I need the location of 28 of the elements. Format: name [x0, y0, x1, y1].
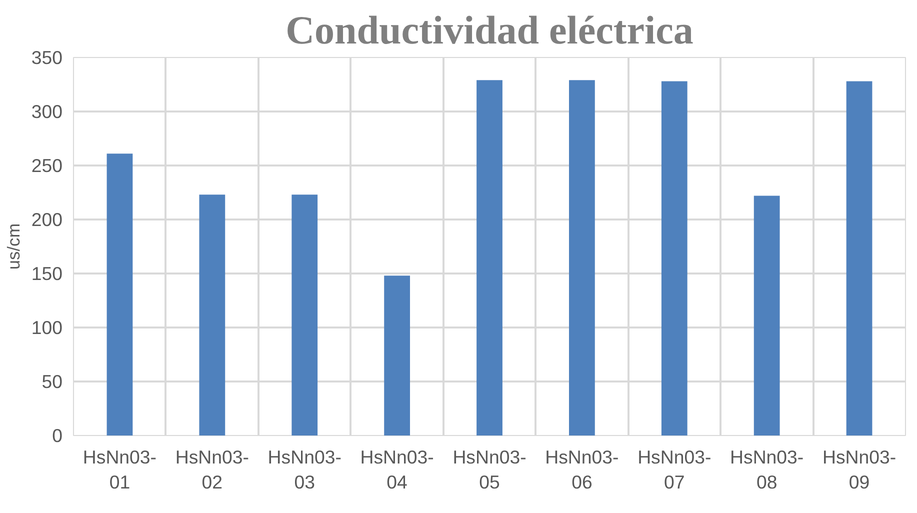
bar [661, 81, 688, 436]
x-tick-label: HsNn03-09 [822, 446, 896, 493]
bar [846, 81, 872, 436]
x-tick-label: HsNn03-06 [545, 446, 619, 493]
y-tick-label: 350 [31, 47, 63, 68]
x-tick-label: HsNn03-02 [175, 446, 249, 493]
x-tick-label: HsNn03-05 [452, 446, 526, 493]
y-tick-label: 200 [31, 209, 63, 230]
x-tick-label: HsNn03-03 [268, 446, 342, 493]
x-tick-label: HsNn03-07 [638, 446, 712, 493]
y-tick-label: 100 [31, 317, 63, 338]
y-axis-title: us/cm [3, 223, 24, 270]
chart-title: Conductividad eléctrica [286, 8, 694, 52]
x-tick-label: HsNn03-08 [730, 446, 804, 493]
bar [754, 196, 780, 436]
x-tick-label: HsNn03-01 [82, 446, 157, 493]
x-tick-label: HsNn03-04 [360, 446, 434, 493]
y-tick-label: 50 [42, 371, 63, 392]
bar [569, 80, 595, 436]
y-tick-label: 0 [52, 425, 63, 446]
bar [476, 80, 502, 436]
bar [106, 154, 133, 436]
bar [199, 194, 226, 436]
bar [384, 276, 410, 436]
y-tick-label: 250 [31, 155, 63, 176]
bar [292, 194, 318, 436]
y-tick-label: 150 [31, 263, 63, 284]
y-tick-label: 300 [31, 101, 63, 122]
